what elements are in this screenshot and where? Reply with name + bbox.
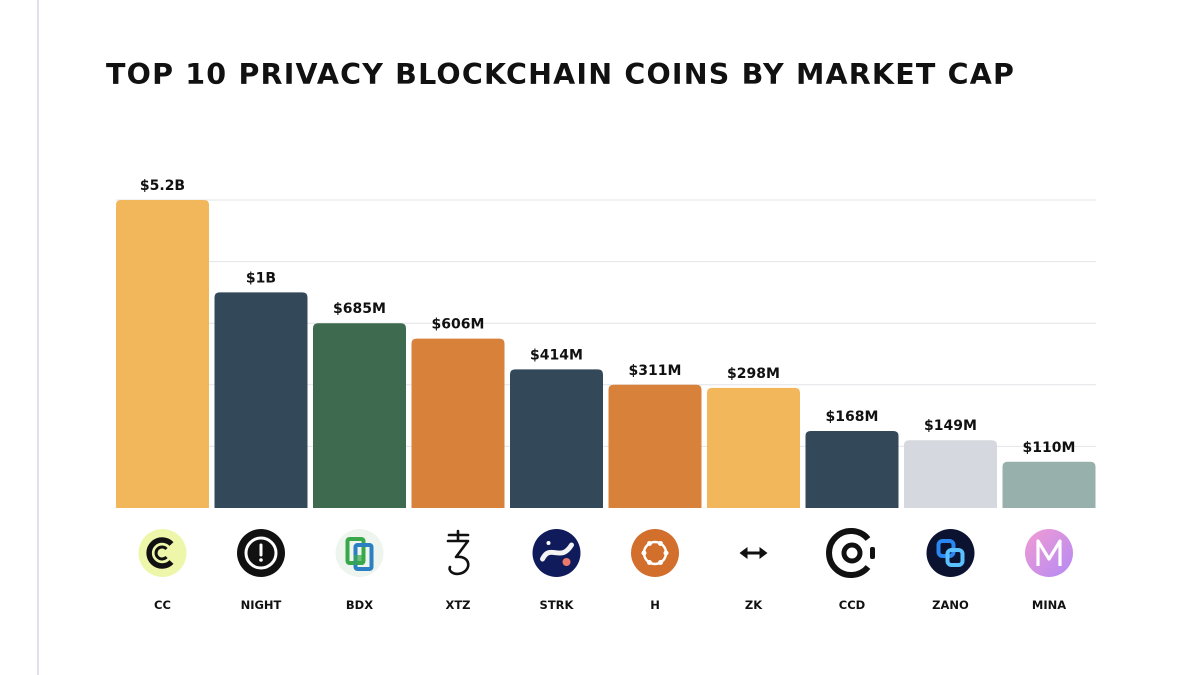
value-label-xtz: $606M — [432, 317, 485, 333]
bar-cc — [116, 200, 209, 508]
cc-coin-icon — [138, 529, 187, 577]
coin-icons — [138, 528, 1073, 578]
bar-mina — [1002, 461, 1096, 508]
left-divider — [37, 0, 39, 675]
tick-label-night: NIGHT — [241, 598, 282, 612]
tick-label-ccd: CCD — [839, 598, 865, 612]
tick-label-zano: ZANO — [932, 598, 969, 612]
h-coin-icon — [631, 529, 679, 577]
bar-zk — [707, 387, 800, 508]
tick-label-mina: MINA — [1032, 598, 1066, 612]
bar-xtz — [411, 338, 505, 508]
tick-label-cc: CC — [154, 598, 171, 612]
ccd-coin-icon — [826, 528, 875, 578]
bar-ccd — [805, 431, 899, 508]
tick-label-xtz: XTZ — [445, 598, 470, 612]
value-label-strk: $414M — [530, 347, 583, 363]
tick-label-h: H — [650, 598, 660, 612]
mina-coin-icon — [1025, 529, 1073, 577]
bar-zano — [904, 440, 997, 508]
value-label-cc: $5.2B — [140, 178, 185, 194]
bdx-coin-icon — [335, 529, 384, 577]
tick-label-strk: STRK — [540, 598, 575, 612]
night-coin-icon — [237, 529, 285, 577]
value-labels: $5.2B $1B $685M $606M $414M $311M $298M $168M $1… — [140, 178, 1076, 456]
bar-h — [608, 384, 702, 508]
bar-bdx — [313, 323, 406, 508]
value-label-mina: $110M — [1023, 440, 1076, 456]
value-label-h: $311M — [629, 363, 682, 379]
xtz-coin-icon — [446, 529, 470, 576]
value-label-zano: $149M — [924, 418, 977, 434]
chart-title: TOP 10 PRIVACY BLOCKCHAIN COINS BY MARKE… — [106, 58, 1016, 91]
tick-label-bdx: BDX — [346, 598, 373, 612]
zano-coin-icon — [926, 529, 975, 577]
zk-coin-icon — [739, 547, 768, 559]
strk-coin-icon — [532, 529, 581, 577]
bar-night — [214, 292, 308, 508]
x-tick-labels: CC NIGHT BDX XTZ STRK H ZK CCD ZANO MINA — [154, 598, 1066, 612]
bars — [116, 200, 1096, 508]
tick-label-zk: ZK — [745, 598, 763, 612]
value-label-ccd: $168M — [826, 409, 879, 425]
value-label-night: $1B — [246, 270, 276, 286]
value-label-zk: $298M — [727, 366, 780, 382]
bar-strk — [510, 369, 603, 508]
value-label-bdx: $685M — [333, 301, 386, 317]
